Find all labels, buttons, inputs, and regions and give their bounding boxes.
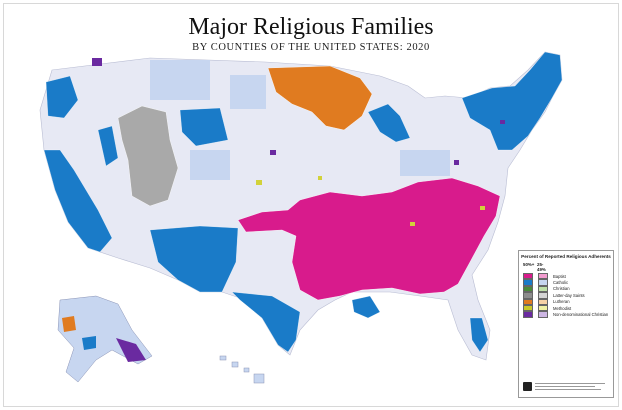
legend-swatch-major	[523, 292, 533, 299]
legend-swatch-minor	[538, 304, 548, 312]
legend-row: Christian	[523, 285, 613, 293]
map-subtitle: BY COUNTIES OF THE UNITED STATES: 2020	[192, 42, 430, 53]
catholic-light-scatter	[150, 60, 450, 180]
legend-swatch-minor	[538, 285, 548, 293]
region-utah-idaho	[117, 105, 179, 207]
region-southwest	[149, 225, 239, 293]
catholic-regions	[43, 51, 563, 353]
region-plains	[179, 107, 229, 147]
legend-col-major: 50%+	[523, 262, 535, 267]
legend-swatch-minor	[538, 292, 548, 299]
legend-row: Catholic	[523, 279, 613, 286]
legend-minor-rows	[523, 322, 613, 336]
legend-swatch-minor	[538, 298, 548, 306]
legend-swatch-major	[523, 298, 533, 306]
legend-swatch-minor	[538, 272, 548, 280]
nondenom-spots	[92, 58, 505, 165]
legend-swatch-major	[523, 304, 533, 312]
legend-minor-row	[523, 331, 613, 336]
region-pacific-nw	[45, 75, 79, 119]
legend-swatch-major	[523, 311, 533, 318]
legend-col-minor: 25-49%	[537, 262, 546, 272]
region-louisiana	[351, 295, 381, 319]
region-florida-south	[469, 317, 489, 353]
legend-row: Baptist	[523, 272, 613, 280]
region-alaska-lds	[62, 316, 76, 332]
methodist-spots	[256, 176, 485, 226]
legend-heading: Percent of Reported Religious Adherents	[521, 254, 611, 259]
legend-label: Non-denominational Christian	[553, 312, 609, 318]
legend-swatch-minor	[538, 311, 548, 318]
legend-swatch-major	[523, 272, 533, 280]
region-great-lakes	[367, 103, 411, 143]
legend-row: Non-denominational Christian	[523, 311, 613, 318]
legend-swatch-major	[523, 285, 533, 293]
region-alaska-catholic	[82, 336, 96, 350]
legend-footer	[523, 382, 609, 394]
legend-label: Baptist	[553, 273, 566, 279]
map-title: Major Religious Families	[188, 14, 434, 40]
region-south-baptist	[237, 177, 501, 301]
region-hawaii	[219, 355, 265, 384]
map-frame	[3, 3, 619, 407]
region-alaska	[57, 295, 153, 383]
legend-rows: Baptist Catholic Christian Latter-day Saint…	[519, 272, 613, 318]
legend-row: Lutheran	[523, 298, 613, 306]
legend-label: Latter-day Saints	[553, 292, 585, 298]
legend-label: Methodist	[553, 305, 572, 311]
legend-swatch-major	[523, 279, 533, 286]
region-california	[43, 149, 113, 253]
legend-row: Methodist	[523, 304, 613, 312]
legend-label: Catholic	[553, 280, 569, 286]
legend-row: Latter-day Saints	[523, 292, 613, 299]
legend-label: Christian	[553, 286, 570, 292]
region-south-texas	[231, 291, 301, 353]
legend-swatch-minor	[538, 279, 548, 286]
legend-column-header: 50%+ 25-49%	[523, 262, 613, 272]
region-northeast	[461, 51, 563, 151]
region-nevada-west	[97, 125, 119, 167]
publisher-logo	[523, 382, 532, 391]
legend-label: Lutheran	[553, 299, 570, 305]
legend: Percent of Reported Religious Adherents …	[518, 250, 614, 398]
region-alaska-nondenom	[116, 338, 146, 362]
region-upper-midwest	[267, 65, 373, 131]
